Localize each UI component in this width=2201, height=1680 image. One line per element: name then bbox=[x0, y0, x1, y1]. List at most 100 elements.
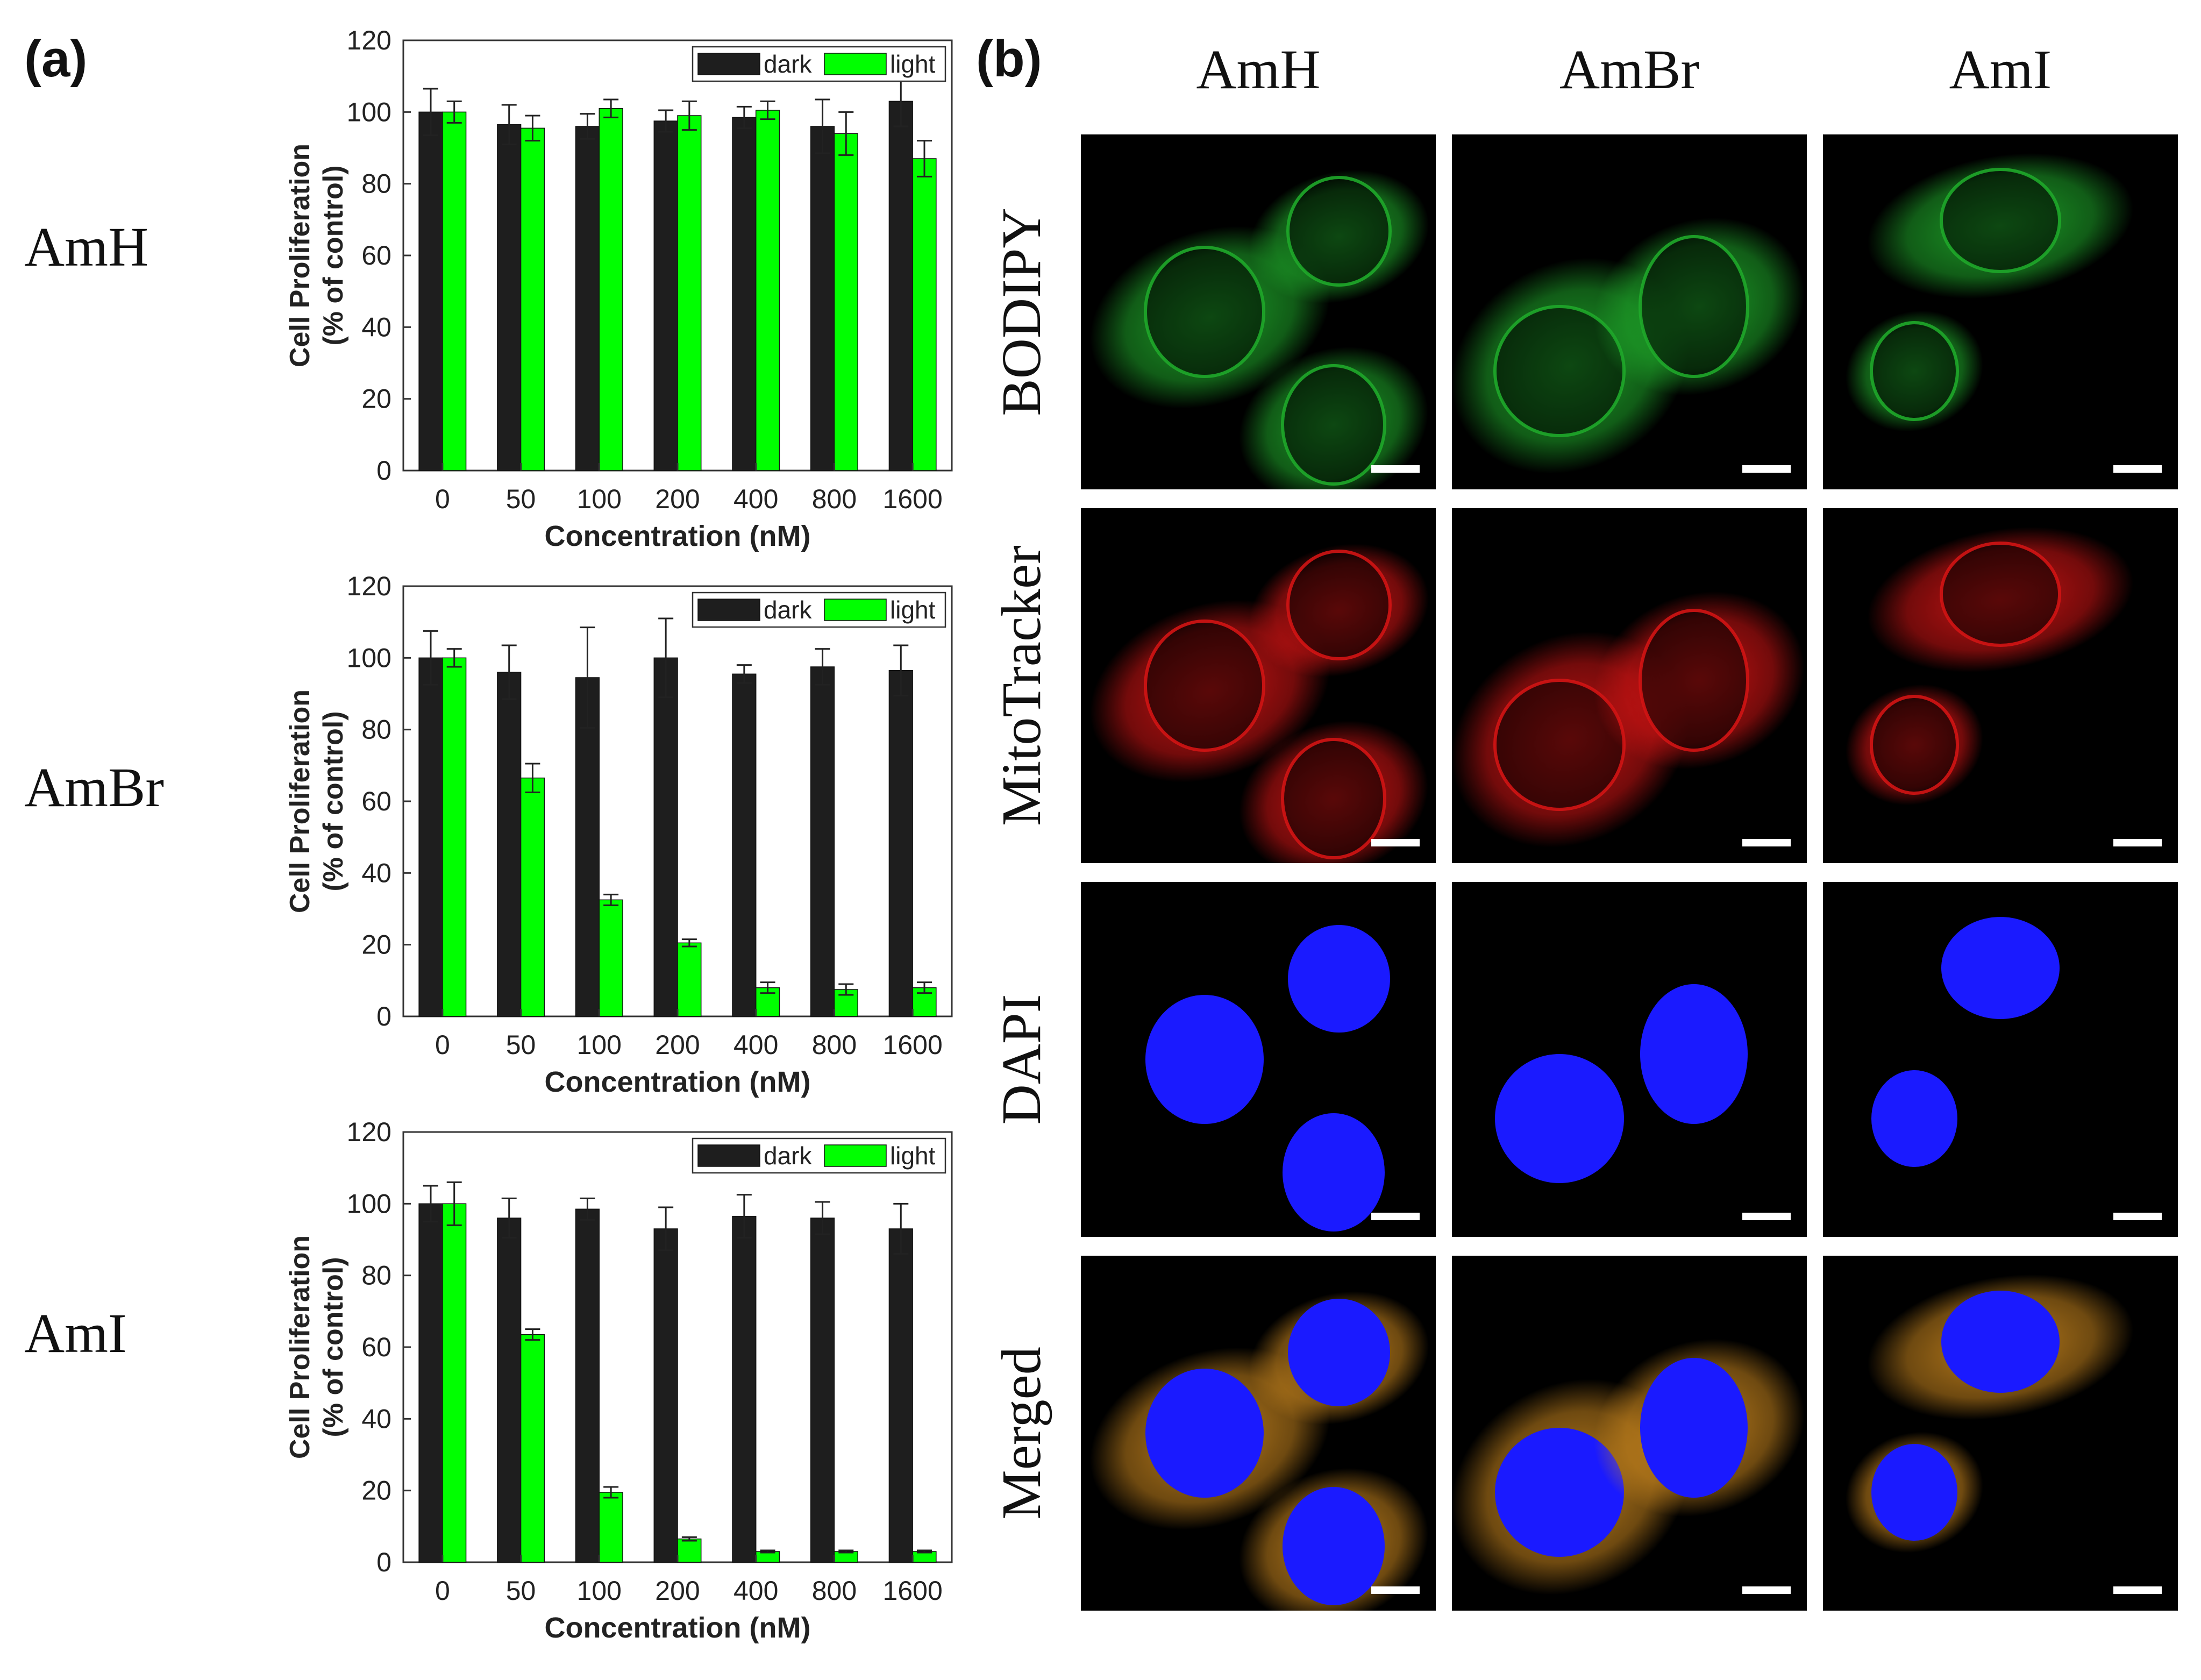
x-axis-label: Concentration (nM) bbox=[545, 1612, 811, 1644]
y-tick-label: 60 bbox=[361, 786, 391, 816]
y-axis-label: Cell Proliferation(% of control) bbox=[284, 689, 349, 913]
bar-dark-1600 bbox=[888, 1228, 913, 1563]
micro-dapi-ambr bbox=[1452, 882, 1807, 1237]
error-bar-dark-0 bbox=[423, 88, 438, 137]
error-bar-light-50 bbox=[525, 763, 540, 793]
bar-dark-800 bbox=[810, 126, 835, 471]
cell-nucleus bbox=[1145, 995, 1264, 1124]
legend-label-light: light bbox=[890, 596, 936, 624]
bar-light-100 bbox=[599, 899, 623, 1017]
cell-nucleus bbox=[1871, 1444, 1957, 1541]
bar-light-100 bbox=[599, 108, 623, 471]
error-bar-light-50 bbox=[525, 1328, 540, 1341]
y-tick-label: 80 bbox=[361, 715, 391, 745]
x-tick-label: 100 bbox=[577, 484, 622, 514]
bar-light-200 bbox=[677, 942, 702, 1017]
y-tick-label: 120 bbox=[347, 1117, 391, 1147]
bar-light-50 bbox=[520, 777, 545, 1017]
bar-dark-800 bbox=[810, 666, 835, 1017]
cell-nucleus bbox=[1283, 1113, 1385, 1231]
error-bar-dark-200 bbox=[658, 109, 674, 133]
bar-dark-200 bbox=[653, 1228, 678, 1563]
legend-swatch-dark bbox=[697, 599, 760, 621]
error-bar-dark-400 bbox=[736, 1194, 752, 1239]
chart-ambr: 0 20 40 60 80 100 120 Cell Proliferation(% of c… bbox=[226, 567, 968, 1108]
bar-light-50 bbox=[520, 127, 545, 471]
x-tick-label: 800 bbox=[812, 1030, 857, 1060]
y-tick-label: 100 bbox=[347, 643, 391, 673]
error-bar-light-100 bbox=[603, 1486, 619, 1499]
legend-label-dark: dark bbox=[764, 596, 812, 624]
scale-bar bbox=[1371, 839, 1420, 846]
cell-nucleus-outline bbox=[1144, 620, 1265, 752]
bar-light-800 bbox=[834, 133, 858, 471]
y-tick-label: 20 bbox=[361, 384, 391, 414]
error-bar-light-200 bbox=[681, 100, 697, 131]
y-tick-label: 40 bbox=[361, 312, 391, 342]
x-tick-label: 200 bbox=[655, 1576, 700, 1606]
y-axis-label: Cell Proliferation(% of control) bbox=[284, 144, 349, 367]
bar-dark-800 bbox=[810, 1218, 835, 1563]
legend-label-dark: dark bbox=[764, 50, 812, 78]
error-bar-dark-200 bbox=[658, 617, 674, 699]
scale-bar bbox=[1742, 1586, 1791, 1594]
y-tick-label: 120 bbox=[347, 571, 391, 601]
y-tick-label: 20 bbox=[361, 1476, 391, 1506]
legend-label-light: light bbox=[890, 1142, 936, 1170]
x-tick-label: 800 bbox=[812, 1576, 857, 1606]
micro-merged-amh bbox=[1081, 1256, 1436, 1611]
cell-nucleus-outline bbox=[1144, 246, 1265, 378]
bar-dark-400 bbox=[732, 673, 757, 1017]
scale-bar bbox=[1742, 465, 1791, 473]
error-bar-dark-800 bbox=[815, 1201, 830, 1235]
error-bar-light-1600 bbox=[917, 140, 932, 177]
bar-dark-50 bbox=[497, 124, 522, 471]
bar-dark-0 bbox=[418, 657, 443, 1017]
micro-bodipy-ami bbox=[1823, 134, 2178, 489]
y-tick-label: 100 bbox=[347, 97, 391, 127]
cell-nucleus bbox=[1941, 917, 2060, 1019]
micro-merged-ambr bbox=[1452, 1256, 1807, 1611]
scale-bar bbox=[2113, 1586, 2162, 1594]
error-bar-dark-100 bbox=[580, 113, 595, 140]
bar-dark-0 bbox=[418, 111, 443, 471]
scale-bar bbox=[1371, 1213, 1420, 1220]
panel-b-label: (b) bbox=[976, 30, 1042, 88]
legend-swatch-dark bbox=[697, 53, 760, 75]
x-tick-label: 1600 bbox=[883, 1030, 943, 1060]
bar-dark-200 bbox=[653, 657, 678, 1017]
bar-light-200 bbox=[677, 115, 702, 471]
x-tick-label: 1600 bbox=[883, 1576, 943, 1606]
error-bar-light-800 bbox=[838, 111, 854, 156]
scale-bar bbox=[1742, 1213, 1791, 1220]
bar-dark-1600 bbox=[888, 670, 913, 1017]
cell-nucleus bbox=[1640, 1358, 1748, 1498]
error-bar-dark-100 bbox=[580, 1197, 595, 1221]
error-bar-light-1600 bbox=[917, 1549, 932, 1554]
x-tick-label: 50 bbox=[506, 484, 536, 514]
cell-nucleus bbox=[1283, 1487, 1385, 1605]
error-bar-light-100 bbox=[603, 893, 619, 906]
stain-label-mitotracker: MitoTracker bbox=[991, 545, 1052, 826]
cell-nucleus bbox=[1288, 1299, 1390, 1406]
chart-amh: 0 20 40 60 80 100 120 Cell Proliferation(% of c… bbox=[226, 22, 968, 562]
error-bar-dark-200 bbox=[658, 1206, 674, 1251]
row-label-amh: AmH bbox=[24, 216, 149, 278]
legend-label-light: light bbox=[890, 50, 936, 78]
x-tick-label: 0 bbox=[435, 1030, 450, 1060]
scale-bar bbox=[1371, 465, 1420, 473]
micro-mito-ami bbox=[1823, 508, 2178, 863]
error-bar-dark-50 bbox=[501, 104, 517, 145]
bar-dark-400 bbox=[732, 1215, 757, 1563]
error-bar-light-800 bbox=[838, 1549, 854, 1554]
micro-bodipy-amh bbox=[1081, 134, 1436, 489]
col-label-ambr: AmBr bbox=[1559, 39, 1699, 101]
x-tick-label: 100 bbox=[577, 1576, 622, 1606]
bar-dark-100 bbox=[575, 677, 600, 1017]
stain-label-dapi: DAPI bbox=[991, 994, 1052, 1125]
y-tick-label: 60 bbox=[361, 1332, 391, 1362]
legend-swatch-dark bbox=[697, 1144, 760, 1167]
bar-chart-svg: 0 20 40 60 80 100 120 Cell Proliferation(% of c… bbox=[284, 25, 953, 552]
bar-chart-svg: 0 20 40 60 80 100 120 Cell Proliferation(% of c… bbox=[284, 571, 953, 1098]
cell-nucleus bbox=[1640, 984, 1748, 1124]
